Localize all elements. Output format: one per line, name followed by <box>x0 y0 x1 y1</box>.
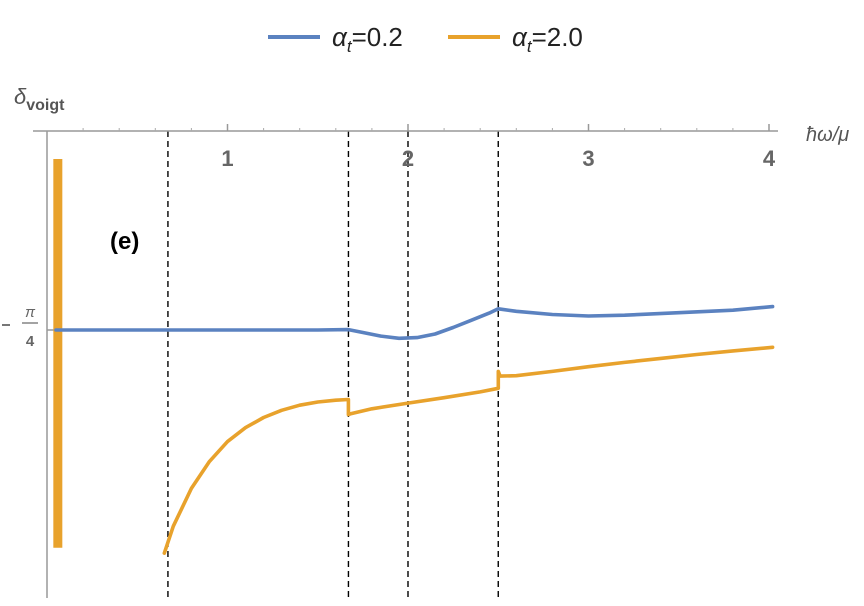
labels: ħω/μ δvoigt (e) <box>14 84 849 255</box>
legend-subscript: t <box>347 37 353 56</box>
series-line-0 <box>54 304 775 341</box>
vertical-guides <box>167 131 499 598</box>
legend-value: =2.0 <box>532 22 583 52</box>
y-tick-label-numerator: π <box>25 304 36 321</box>
axes: 1 2 3 4 π 4 <box>2 124 778 598</box>
x-tick-label: 3 <box>582 146 594 171</box>
series-line-1 <box>162 345 775 555</box>
legend-subscript: t <box>527 37 533 56</box>
x-tick-label: 2 <box>402 146 414 171</box>
y-axis-title: δvoigt <box>14 84 65 114</box>
y-tick-label-denominator: 4 <box>26 333 35 350</box>
y-axis-title-sub: voigt <box>26 97 65 114</box>
x-axis-title: ħω/μ <box>806 124 849 146</box>
legend-value: =0.2 <box>352 22 403 52</box>
legend-symbol: α <box>332 22 348 52</box>
legend-label-0: αt=0.2 <box>332 22 403 56</box>
legend: αt=0.2 αt=2.0 <box>268 22 583 56</box>
panel-label: (e) <box>110 228 139 255</box>
x-tick-label: 1 <box>221 146 233 171</box>
series-layer <box>53 159 775 555</box>
x-tick-label: 4 <box>763 146 776 171</box>
legend-symbol: α <box>512 22 528 52</box>
legend-label-1: αt=2.0 <box>512 22 583 56</box>
y-axis-title-main: δ <box>14 84 27 109</box>
